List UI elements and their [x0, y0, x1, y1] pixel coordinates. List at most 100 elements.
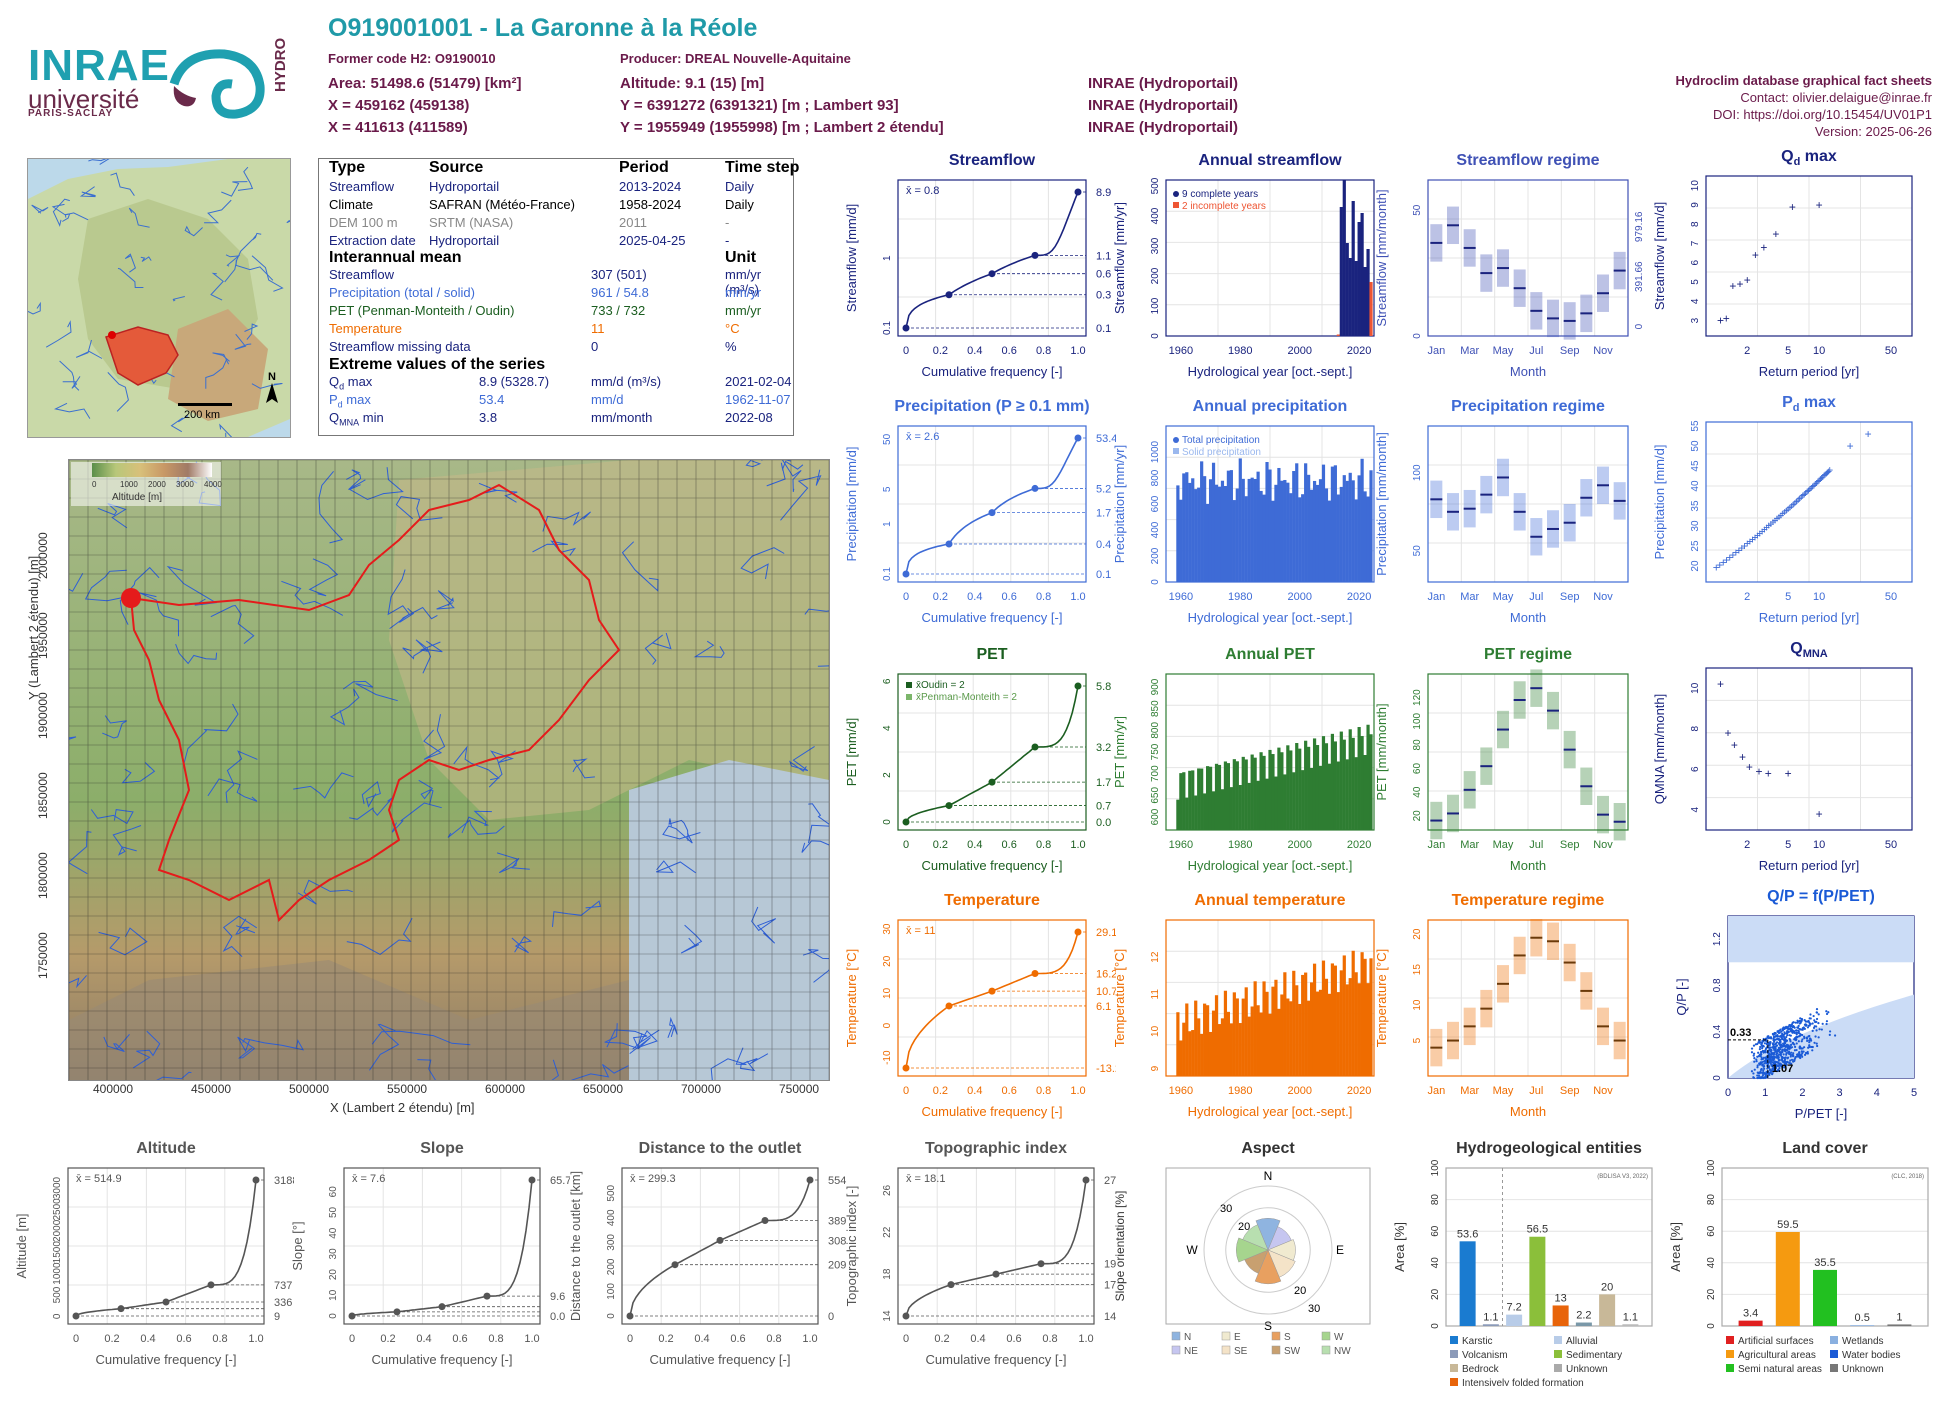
- x-tick: 0.4: [140, 1333, 155, 1345]
- y-axis-label: Streamflow [mm/yr]: [1112, 202, 1127, 314]
- y-tick: 60: [1706, 1225, 1717, 1237]
- legend-swatch: [1830, 1364, 1838, 1372]
- x-tick: 1.0: [1078, 1333, 1093, 1345]
- legend-label: Intensively folded formation: [1462, 1378, 1584, 1386]
- data-point: +: [1818, 471, 1825, 485]
- data-point: +: [1717, 314, 1724, 328]
- data-point: +: [1788, 499, 1795, 513]
- data-point: +: [1825, 464, 1832, 478]
- bar: [1235, 761, 1239, 830]
- quantile-point: [393, 1308, 401, 1316]
- river: [90, 809, 134, 825]
- river: [69, 831, 92, 875]
- data-point: [1800, 1017, 1803, 1021]
- river: [511, 935, 532, 954]
- y-tick: 18: [882, 1268, 893, 1280]
- quantile-point: [438, 1303, 446, 1311]
- data-point: +: [1816, 807, 1823, 821]
- bar: [1176, 1012, 1180, 1076]
- bar: [1310, 767, 1314, 830]
- data-point: [1753, 1060, 1756, 1063]
- bar: [1348, 258, 1352, 336]
- plot-frame: [1705, 667, 1913, 831]
- right-tick-label: 27: [1104, 1175, 1116, 1187]
- y-tick: 4: [882, 725, 893, 731]
- y-axis-label: QMNA [mm/month]: [1652, 694, 1667, 805]
- y-tick: 750: [1150, 743, 1161, 760]
- bar: [1265, 778, 1269, 830]
- precipitation-chart: 53.4 5.2 1.7 0.4 0.1 x̄ = 2.6 0 0.2 0.4 0.6 0.8 1.0…: [844, 425, 1116, 625]
- mean-label: Streamflow missing data: [329, 339, 471, 354]
- col-period: Period: [619, 159, 669, 176]
- y-axis-label: Area [%]: [1392, 1222, 1407, 1272]
- data-point: [1767, 1066, 1771, 1069]
- x-tick: 5: [1785, 839, 1791, 851]
- bar-value-label: 1: [1896, 1311, 1902, 1323]
- map-x-label: X (Lambert 2 étendu) [m]: [330, 1100, 475, 1115]
- bar: [1339, 207, 1343, 336]
- y-tick: 14: [882, 1310, 893, 1322]
- data-point: +: [1772, 227, 1779, 241]
- inset-river: [31, 204, 49, 214]
- y-tick: 50: [1690, 440, 1701, 452]
- data-point: [1813, 1025, 1816, 1028]
- x-tick: 0: [349, 1333, 355, 1345]
- data-point: [1783, 1058, 1787, 1061]
- legend-swatch: [1726, 1364, 1734, 1372]
- bar: [1336, 761, 1340, 830]
- y-tick: 11: [1150, 989, 1161, 1000]
- bar: [1360, 458, 1364, 582]
- y-tick: 800: [1150, 469, 1161, 486]
- inset-river: [53, 402, 91, 419]
- streamflow-chart: 8.9 1.1 0.6 0.3 0.1 x̄ = 0.8 0 0.2 0.4 0.6 0.8 1.0 0…: [844, 179, 1111, 379]
- quantile-point: [988, 270, 996, 278]
- river: [478, 482, 518, 503]
- data-point: [1783, 1056, 1787, 1059]
- x-tick: 10: [1813, 591, 1825, 603]
- bar: [1256, 1005, 1260, 1076]
- chart-title: Distance to the outlet: [638, 1140, 802, 1157]
- data-point: [1805, 1036, 1808, 1039]
- data-point: +: [1729, 548, 1736, 562]
- y-tick: 20: [328, 1269, 339, 1281]
- scale-bar-label: 200 km: [184, 409, 221, 421]
- inset-river: [234, 333, 252, 350]
- bar-value-label: 7.2: [1506, 1302, 1521, 1314]
- right-tick-label: 3188: [274, 1175, 294, 1187]
- legend-marker: [1173, 448, 1179, 454]
- x-tick: 1: [1762, 1087, 1768, 1099]
- y-tick: 30: [328, 1248, 339, 1260]
- data-point: +: [1790, 497, 1797, 511]
- right-tick-label: 0.4: [1096, 539, 1111, 551]
- bar: [1208, 1031, 1213, 1076]
- chart-title: Topographic index: [925, 1140, 1067, 1157]
- right-tick-label: 0.1: [1096, 569, 1111, 581]
- data-point: [1781, 1048, 1784, 1051]
- plot-frame: [67, 1167, 265, 1325]
- x-tick: 10: [1813, 345, 1825, 357]
- river: [346, 469, 366, 491]
- bar: [1298, 1003, 1302, 1076]
- data-point: [1785, 1043, 1789, 1046]
- doi-link[interactable]: DOI: https://doi.org/10.15454/UV01P1: [1713, 107, 1932, 122]
- x-tick: 0.6: [1002, 345, 1017, 357]
- inset-river: [170, 415, 189, 433]
- limit-zone: [1728, 994, 1914, 1078]
- data-point: [1785, 1051, 1788, 1055]
- x-axis-label: Cumulative frequency [-]: [96, 1352, 237, 1367]
- precipitation-regime-chart: Jan Mar May Jul Sep Nov 50 100 Month Precipitatio…: [1374, 425, 1629, 625]
- legend-swatch: [1321, 1345, 1331, 1355]
- x-tick: May: [1493, 591, 1514, 603]
- river: [69, 975, 87, 989]
- bar: [1208, 766, 1213, 830]
- data-point: +: [1789, 200, 1796, 214]
- x-tick: 2: [1744, 345, 1750, 357]
- data-point: [1778, 1035, 1781, 1038]
- x-tick: 0.4: [967, 839, 982, 851]
- bar: [1330, 733, 1334, 830]
- x-tick: 0.8: [212, 1333, 227, 1345]
- inset-river: [205, 360, 227, 389]
- x-tick: 5: [1911, 1087, 1917, 1099]
- y-axis-label: Precipitation [mm/d]: [1652, 445, 1667, 560]
- inset-river: [128, 207, 150, 228]
